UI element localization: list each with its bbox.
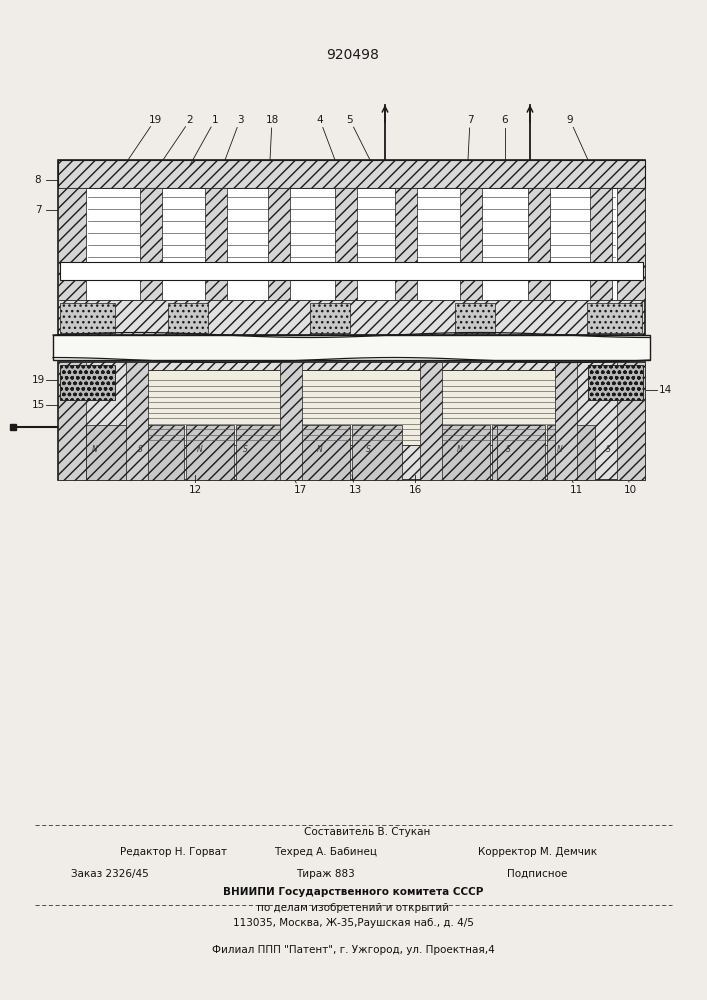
Bar	[140, 188, 162, 300]
Bar	[60, 188, 643, 300]
Text: 15: 15	[31, 400, 45, 410]
Text: 12: 12	[188, 485, 201, 495]
Text: 1: 1	[211, 115, 218, 125]
Bar	[128, 370, 575, 445]
Text: Подписное: Подписное	[507, 869, 568, 879]
Text: N: N	[197, 446, 203, 454]
Bar	[86, 425, 134, 480]
Bar	[440, 425, 490, 480]
Text: 19: 19	[31, 375, 45, 385]
Text: Редактор Н. Горват: Редактор Н. Горват	[120, 847, 227, 857]
Bar	[60, 365, 115, 400]
Bar	[587, 303, 642, 333]
Bar	[60, 262, 643, 280]
Bar	[136, 425, 184, 480]
Bar	[58, 188, 86, 300]
Text: ВНИИПИ Государственного комитета СССР: ВНИИПИ Государственного комитета СССР	[223, 887, 484, 897]
Bar	[497, 425, 545, 480]
Bar	[205, 188, 227, 300]
Text: 19: 19	[148, 115, 162, 125]
Text: Заказ 2326/45: Заказ 2326/45	[71, 869, 148, 879]
Bar	[617, 362, 645, 480]
Bar	[335, 188, 357, 300]
Text: 17: 17	[293, 485, 307, 495]
Text: S: S	[506, 446, 510, 454]
Text: 2: 2	[187, 115, 193, 125]
Bar	[528, 188, 550, 300]
Text: N: N	[557, 446, 563, 454]
Bar	[352, 425, 402, 480]
Text: S: S	[606, 446, 610, 454]
Text: 13: 13	[349, 485, 361, 495]
Text: по делам изобретений и открытий: по делам изобретений и открытий	[257, 903, 450, 913]
Bar	[58, 362, 645, 480]
Text: Корректор М. Демчик: Корректор М. Демчик	[478, 847, 597, 857]
Bar	[310, 303, 350, 333]
Text: 6: 6	[502, 115, 508, 125]
Bar	[58, 160, 645, 188]
Bar	[236, 425, 284, 480]
Text: 7: 7	[467, 115, 473, 125]
Text: 5: 5	[346, 115, 354, 125]
Text: 7: 7	[35, 205, 41, 215]
Text: 9: 9	[567, 115, 573, 125]
Bar	[590, 188, 612, 300]
Text: 920498: 920498	[327, 48, 380, 62]
Bar	[60, 303, 115, 333]
Bar	[268, 188, 290, 300]
Text: 16: 16	[409, 485, 421, 495]
Bar	[588, 365, 643, 400]
Bar	[126, 362, 148, 480]
Text: 18: 18	[265, 115, 279, 125]
Text: S: S	[243, 446, 247, 454]
Bar	[492, 425, 542, 480]
Text: N: N	[457, 446, 463, 454]
Text: N: N	[317, 446, 323, 454]
Text: 10: 10	[624, 485, 636, 495]
Text: S: S	[366, 446, 370, 454]
Bar	[455, 303, 495, 333]
Bar	[395, 188, 417, 300]
Bar	[460, 188, 482, 300]
Text: Составитель В. Стукан: Составитель В. Стукан	[305, 827, 431, 837]
Bar	[58, 160, 645, 335]
Text: Филиал ППП "Патент", г. Ужгород, ул. Проектная,4: Филиал ППП "Патент", г. Ужгород, ул. Про…	[212, 945, 495, 955]
Text: Техред А. Бабинец: Техред А. Бабинец	[274, 847, 377, 857]
Text: 4: 4	[317, 115, 323, 125]
Bar	[300, 425, 350, 480]
Bar	[58, 362, 86, 480]
Bar	[168, 303, 208, 333]
Text: 11: 11	[569, 485, 583, 495]
Bar	[555, 362, 577, 480]
Bar	[186, 425, 234, 480]
Text: 14: 14	[658, 385, 672, 395]
Bar	[617, 188, 645, 300]
Bar	[547, 425, 595, 480]
Text: 3: 3	[237, 115, 243, 125]
Text: 113035, Москва, Ж-35,Раушская наб., д. 4/5: 113035, Москва, Ж-35,Раушская наб., д. 4…	[233, 918, 474, 928]
Text: S: S	[138, 446, 142, 454]
Bar	[420, 362, 442, 480]
Text: Тираж 883: Тираж 883	[296, 869, 355, 879]
Text: N: N	[92, 446, 98, 454]
Bar	[53, 335, 650, 360]
Bar	[280, 362, 302, 480]
Text: 8: 8	[35, 175, 41, 185]
